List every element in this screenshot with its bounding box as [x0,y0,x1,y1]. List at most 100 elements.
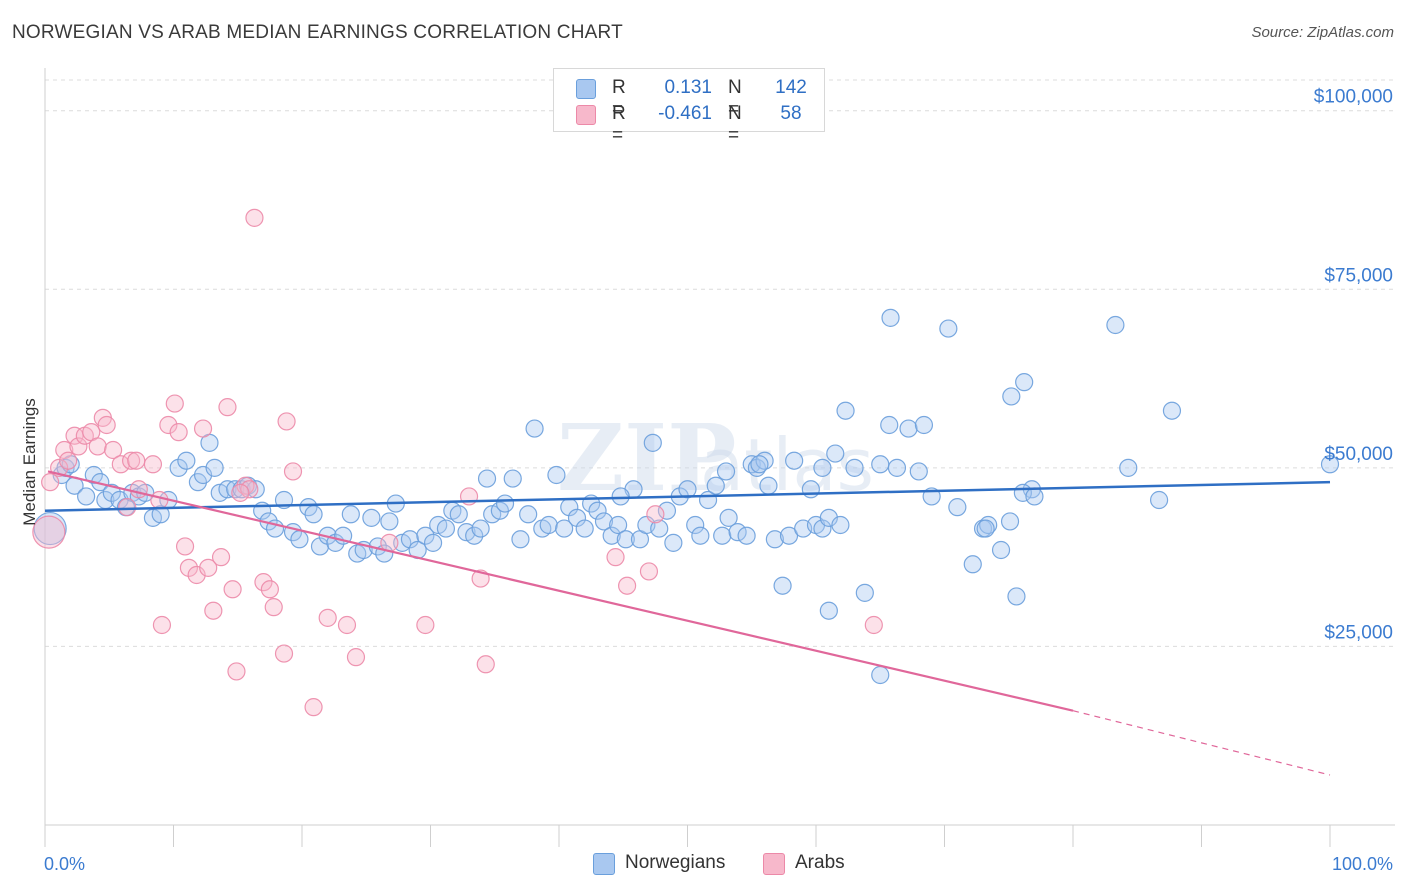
chart-title: NORWEGIAN VS ARAB MEDIAN EARNINGS CORREL… [12,22,623,43]
norwegian-point [963,555,982,574]
arab-point [240,480,259,499]
legend-n-label: N = [728,103,742,146]
arab-point [274,644,294,663]
axis-labels: $25,000 $50,000 $75,000 $100,000 0.0% 100.0% M… [20,87,1393,874]
arab-point [41,473,60,492]
norwegian-point [650,519,669,538]
norwegian-point [939,319,958,338]
norwegian-point [737,526,756,545]
norwegian-point [801,480,820,499]
norwegian-point [423,533,443,552]
norwegian-point [77,487,96,506]
norwegian-point [1007,587,1026,606]
norwegian-point [785,451,804,470]
norwegian-point [855,583,874,602]
arab-point [346,648,366,667]
arab-point [416,615,435,635]
norwegian-point [871,455,890,474]
norwegian-point [914,415,934,435]
norwegian-point [362,508,381,527]
arab-point [260,580,279,599]
norwegian-point [1106,315,1125,335]
arab-point [159,415,178,435]
norwegian-point [602,526,621,545]
norwegian-point [691,526,710,545]
norwegian-point [819,601,838,620]
arab-point [264,598,283,617]
arabs-swatch [763,853,785,875]
arab-point [32,515,66,549]
arab-point [179,558,199,577]
watermark-zip: ZIP [557,404,736,512]
norwegian-point [728,523,747,542]
norwegian-point [1002,387,1021,406]
arab-point [318,608,337,627]
legend-r-value: -0.461 [658,103,712,124]
arab-point [129,480,148,499]
norwegian-point [246,480,265,499]
arab-point [97,415,116,435]
norwegian-point [713,526,732,545]
norwegian-point [831,515,850,535]
norwegian-point [755,451,774,470]
arabs-trend-extension [1072,710,1331,776]
arab-point [639,562,659,581]
norwegian-point [290,530,309,549]
norwegian-point [436,519,456,538]
arab-point [606,548,625,567]
norwegian-point [341,505,360,524]
axes [44,68,1395,847]
arab-point [864,615,883,635]
norwegian-point [1015,373,1034,392]
norwegian-point [643,433,662,452]
arab-point [165,394,184,413]
norwegian-point [519,505,538,524]
arab-point [187,565,206,585]
norwegian-point [880,415,899,435]
norwegians-trend-line [44,480,1331,512]
y-tick-label: $75,000 [1324,265,1393,286]
norwegian-point [193,465,213,485]
norwegian-point [819,508,838,527]
norwegian-point [33,511,67,546]
arab-point [169,423,188,442]
arab-point [245,208,264,227]
arab-point [304,698,323,717]
norwegian-point [750,455,769,474]
norwegian-point [177,451,196,470]
norwegian-point [909,462,928,481]
arab-point [223,580,242,599]
norwegian-point [304,505,323,524]
source-label: Source: ZipAtlas.com [1251,24,1394,41]
arab-point [55,440,74,460]
y-tick-label: $50,000 [1324,444,1393,465]
norwegian-point [706,476,725,495]
norwegian-point [1025,487,1044,506]
arab-point [227,662,246,681]
arab-point [618,576,637,595]
norwegian-point [471,519,490,538]
norwegian-point [609,515,628,535]
norwegian-point [657,501,677,520]
norwegian-point [84,465,103,485]
arab-point [111,455,130,474]
arab-point [193,419,213,438]
arab-point [337,615,357,635]
legend-n-value: 58 [780,103,802,124]
norwegian-point [169,458,188,477]
arab-point [143,455,163,474]
norwegian-point [765,530,784,549]
x-tick-label-min: 0.0% [44,854,85,874]
legend-r-value: 0.131 [664,77,712,98]
norwegian-point [976,519,995,538]
norwegian-point [664,533,683,552]
norwegian-point [611,487,630,506]
norwegian-point [948,498,967,517]
norwegian-point [465,526,484,545]
norwegian-point [1149,490,1169,510]
legend-r-label: R = [612,103,626,146]
arab-point [231,483,250,502]
norwegian-point [1119,458,1138,477]
norwegian-point [555,519,574,538]
